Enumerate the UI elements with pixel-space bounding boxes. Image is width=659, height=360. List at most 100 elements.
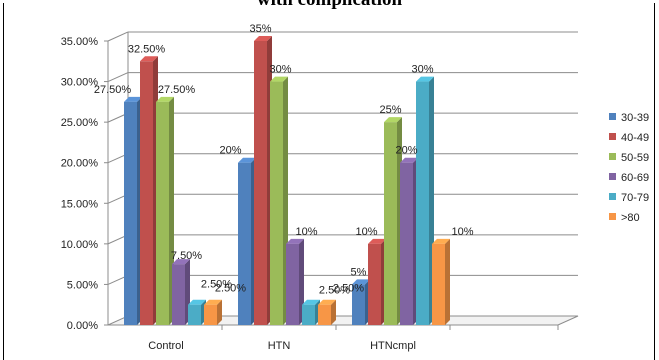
bar [432,238,450,325]
gridlines [107,31,578,285]
bar-front [238,162,251,325]
legend-swatch [609,153,616,160]
bar-top [352,279,370,285]
bar [238,157,256,325]
legend-swatch [609,213,616,220]
bar-front [286,243,299,325]
bar-front [384,122,397,326]
bar-top [188,299,206,305]
data-label: 35% [249,23,271,35]
x-tick-label: HTNcmpl [370,340,416,352]
y-tick-label: 20.00% [61,158,99,170]
data-label: 10% [295,226,317,238]
bar [302,299,320,325]
bar-top [416,76,434,82]
data-label: 2.50% [333,283,364,295]
bar-front [204,304,217,325]
bar-front [368,243,381,325]
bar-front [188,304,201,325]
legend: 30-39 40-49 50-59 60-69 70-79 >80 [609,112,649,224]
bar-side [331,299,336,325]
bar [318,299,336,325]
bar-top [302,299,320,305]
y-tick-label: 5.00% [67,279,98,291]
data-label: 20% [395,145,417,157]
data-label: 27.50% [158,84,196,96]
bar-front [352,284,365,325]
data-label: 5% [351,266,367,278]
bar [188,299,206,325]
bar-top [400,157,418,163]
data-label: 25% [379,104,401,116]
x-tick-label: HTN [268,340,291,352]
data-label: 2.50% [215,283,246,295]
bar [400,157,418,325]
bar-top [368,238,386,244]
bar-top [254,36,272,41]
chart-frame [3,3,655,360]
legend-label: 30-39 [621,112,649,124]
y-tick-label: 30.00% [61,77,99,89]
legend-label: 40-49 [621,132,649,144]
bar [156,96,174,325]
y-tick-label: 10.00% [61,239,99,251]
y-tick-label: 25.00% [61,117,99,129]
bar-front [432,243,445,325]
bar [286,238,304,325]
bar-top [238,157,256,163]
legend-label: 60-69 [621,172,649,184]
chart-title: with complication [0,0,659,9]
legend-label: 50-59 [621,152,649,164]
data-label: 20% [219,145,241,157]
bar-front [140,61,153,326]
bar-top [270,76,288,82]
bar-front [318,304,331,325]
bar-top [156,96,174,102]
bar [254,36,272,325]
gridline-side [107,72,129,83]
x-tick-label: Control [148,340,183,352]
bar-front [302,304,315,325]
tick-labels: 0.00% 5.00% 10.00% 15.00% 20.00% 25.00% 30.00%… [61,36,416,352]
bar-front [254,41,267,325]
data-label: 10% [355,226,377,238]
bar-front [156,101,169,325]
bar-front [400,162,413,325]
bar-top [318,299,336,305]
bar-front [416,81,429,325]
y-tick-label: 0.00% [67,320,98,332]
data-label: 30% [269,64,291,76]
y-tick-label: 35.00% [61,36,99,48]
legend-swatch [609,193,616,200]
bar [204,299,222,325]
data-labels: 27.50%32.50%27.50%7.50%2.50%2.50%20%35%3… [94,23,474,297]
legend-swatch [609,113,616,120]
legend-swatch [609,173,616,180]
bar-top [384,117,402,123]
bars [124,36,450,326]
bar [172,259,190,325]
bar-top [432,238,450,244]
chart-title-area: with complication [0,0,659,9]
bar-top [204,299,222,305]
gridline-side [107,31,129,42]
bar [368,238,386,325]
data-label: 32.50% [128,43,166,55]
bar [270,76,288,325]
bar-top [286,238,304,244]
data-label: 30% [411,64,433,76]
legend-label: >80 [621,212,640,224]
bar [140,56,158,326]
data-label: 10% [451,226,473,238]
legend-label: 70-79 [621,192,649,204]
bar-front [172,264,185,325]
data-label: 27.50% [94,84,132,96]
bar-top [124,96,142,102]
bar-front [270,81,283,325]
bar-side [299,238,304,325]
bar-front [124,101,137,325]
legend-swatch [609,133,616,140]
data-label: 2.50% [201,279,232,291]
bar-side [217,299,222,325]
